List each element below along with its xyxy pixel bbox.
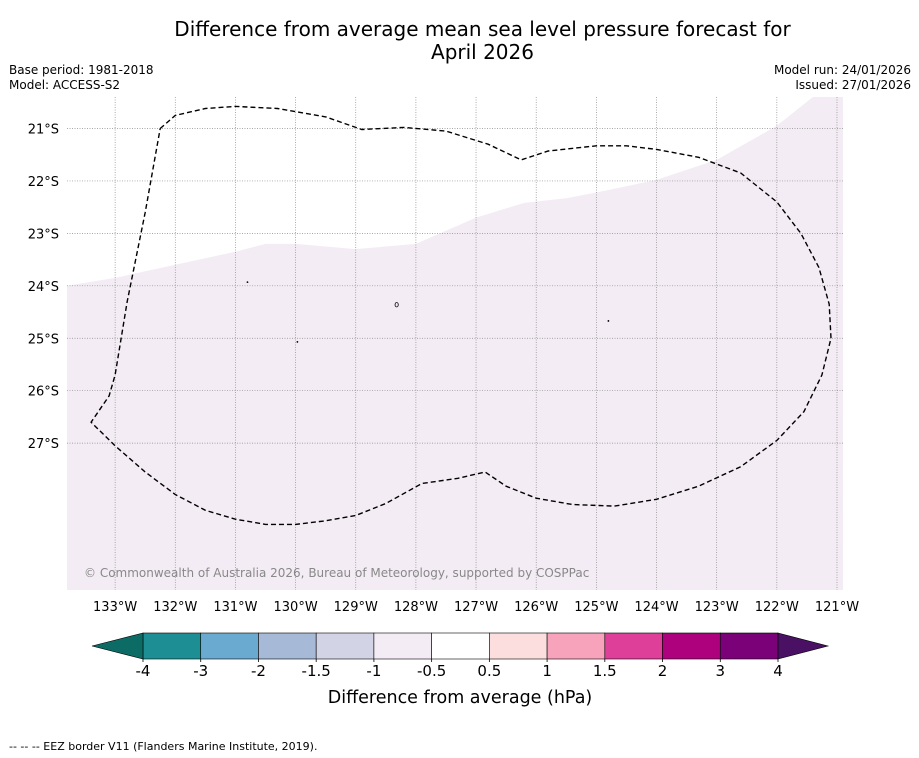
latitude-tick-label: 26°S	[28, 385, 59, 400]
colorbar-segment	[200, 632, 259, 660]
latitude-tick-label: 21°S	[28, 122, 59, 137]
longitude-tick-label: 123°W	[695, 600, 739, 615]
colorbar: -4 -3 -2 -1.5 -1 -0.5 0.5 1 1.5 2 3 4	[91, 632, 830, 680]
longitude-tick-label: 124°W	[634, 600, 678, 615]
colorbar-tick-label: -1.5	[302, 662, 331, 680]
colorbar-segment	[315, 632, 375, 660]
longitude-tick-label: 131°W	[213, 600, 257, 615]
latitude-tick-label: 22°S	[28, 175, 59, 190]
colorbar-tick-label: -1	[366, 662, 381, 680]
colorbar-segment	[604, 632, 663, 660]
page-title: Difference from average mean sea level p…	[0, 18, 919, 64]
colorbar-tick-label: 3	[715, 662, 725, 680]
colorbar-under-arrow	[91, 632, 144, 660]
model-run-text: Model run: 24/01/2026	[773, 63, 911, 77]
colorbar-segment	[431, 632, 490, 660]
latitude-tick-label: 27°S	[28, 437, 59, 452]
colorbar-segment	[662, 632, 721, 660]
colorbar-tick-label: -3	[193, 662, 208, 680]
eez-footnote: -- -- -- EEZ border V11 (Flanders Marine…	[9, 740, 318, 753]
longitude-tick-label: 130°W	[274, 600, 318, 615]
copyright-text: © Commonwealth of Australia 2026, Bureau…	[84, 566, 589, 580]
colorbar-segment	[546, 632, 606, 660]
latitude-tick-label: 24°S	[28, 280, 59, 295]
longitude-tick-label: 129°W	[334, 600, 378, 615]
longitude-tick-label: 132°W	[153, 600, 197, 615]
title-line-2: April 2026	[431, 40, 534, 64]
colorbar-tick-label: 4	[773, 662, 783, 680]
island-marker	[246, 281, 249, 284]
shaded-anomaly-region	[67, 97, 843, 590]
longitude-tick-label: 121°W	[815, 600, 859, 615]
meta-right: Model run: 24/01/2026 Issued: 27/01/2026	[774, 63, 911, 93]
colorbar-segment	[489, 632, 548, 660]
longitude-tick-label: 128°W	[394, 600, 438, 615]
latitude-tick-label: 23°S	[28, 227, 59, 242]
colorbar-tick-label: -0.5	[417, 662, 446, 680]
title-line-1: Difference from average mean sea level p…	[174, 17, 791, 41]
colorbar-segment	[719, 632, 779, 660]
issued-text: Issued: 27/01/2026	[795, 78, 911, 92]
island-marker	[394, 302, 399, 308]
longitude-tick-label: 133°W	[93, 600, 137, 615]
longitude-tick-label: 125°W	[574, 600, 618, 615]
island-marker	[296, 341, 299, 343]
longitude-tick-label: 127°W	[454, 600, 498, 615]
colorbar-tick-label: 1.5	[593, 662, 617, 680]
colorbar-segment	[142, 632, 202, 660]
colorbar-segment	[258, 632, 317, 660]
colorbar-tick-label: 0.5	[477, 662, 501, 680]
island-marker	[607, 320, 610, 322]
meta-left: Base period: 1981-2018 Model: ACCESS-S2	[9, 63, 154, 93]
colorbar-tick-label: -4	[136, 662, 151, 680]
colorbar-label: Difference from average (hPa)	[328, 688, 593, 708]
model-text: Model: ACCESS-S2	[9, 78, 121, 92]
longitude-tick-label: 126°W	[514, 600, 558, 615]
longitude-tick-label: 122°W	[755, 600, 799, 615]
map-panel: 21°S 22°S 23°S 24°S 25°S 26°S 27°S 133°W 132°W 13…	[28, 97, 859, 615]
colorbar-segment	[373, 632, 432, 660]
base-period-text: Base period: 1981-2018	[9, 63, 154, 77]
colorbar-over-arrow	[777, 632, 830, 660]
latitude-tick-label: 25°S	[28, 332, 59, 347]
colorbar-tick-label: 2	[658, 662, 668, 680]
colorbar-tick-label: 1	[542, 662, 552, 680]
colorbar-tick-label: -2	[251, 662, 266, 680]
